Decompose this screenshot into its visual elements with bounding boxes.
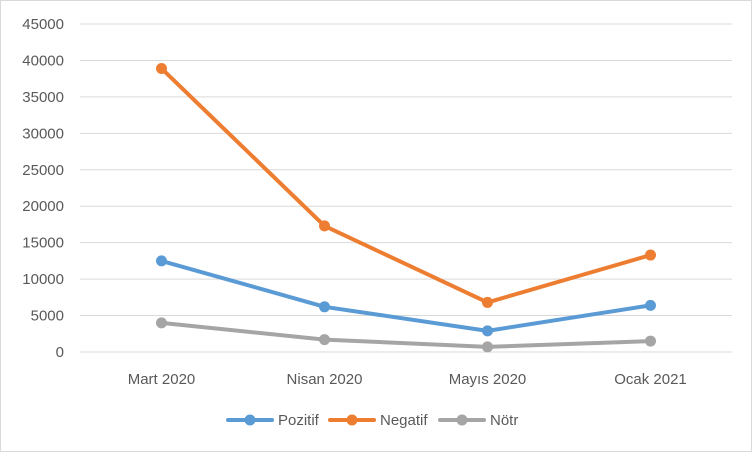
y-tick-label-0: 0 (56, 344, 64, 361)
data-point-1-3 (645, 249, 656, 261)
legend-marker-1 (346, 414, 358, 426)
y-tick-label-7: 35000 (22, 89, 64, 106)
data-point-1-2 (482, 296, 493, 308)
data-point-2-3 (645, 335, 656, 347)
legend-item-0: Pozitif (226, 412, 320, 429)
series-lines (156, 62, 656, 353)
legend-item-1: Negatif (328, 412, 428, 429)
series-line-1 (159, 66, 653, 305)
series-1 (156, 62, 656, 308)
legend-marker-0 (244, 414, 256, 426)
y-tick-label-9: 45000 (22, 16, 64, 33)
legend-label-1: Negatif (380, 412, 428, 429)
x-tick-label-2: Mayıs 2020 (449, 371, 527, 388)
x-tick-label-1: Nisan 2020 (287, 371, 363, 388)
data-point-0-0 (156, 255, 167, 267)
gridlines (80, 23, 732, 353)
y-axis-ticks: 0 5000 10000 15000 20000 25000 30000 35000 40000… (22, 16, 64, 361)
x-tick-label-0: Mart 2020 (128, 371, 196, 388)
data-point-1-1 (319, 220, 330, 232)
series-2 (156, 317, 656, 353)
data-point-1-0 (156, 62, 167, 74)
y-tick-label-1: 5000 (31, 308, 64, 325)
data-point-2-2 (482, 341, 493, 353)
series-line-0 (159, 258, 653, 333)
legend-label-0: Pozitif (278, 412, 320, 429)
legend-marker-2 (456, 414, 468, 426)
data-point-0-2 (482, 325, 493, 337)
y-tick-label-5: 25000 (22, 162, 64, 179)
y-tick-label-3: 15000 (22, 235, 64, 252)
legend-item-2: Nötr (438, 412, 518, 429)
x-axis-ticks: Mart 2020 Nisan 2020 Mayıs 2020 Ocak 2021 (128, 371, 687, 388)
legend: Pozitif Negatif Nötr (226, 412, 518, 429)
data-point-0-3 (645, 299, 656, 311)
y-tick-label-4: 20000 (22, 198, 64, 215)
y-tick-label-8: 40000 (22, 52, 64, 69)
series-0 (156, 255, 656, 337)
y-tick-label-2: 10000 (22, 271, 64, 288)
legend-label-2: Nötr (490, 412, 518, 429)
series-line-2 (159, 320, 653, 349)
data-point-2-0 (156, 317, 167, 329)
data-point-2-1 (319, 334, 330, 346)
x-tick-label-3: Ocak 2021 (614, 371, 687, 388)
y-tick-label-6: 30000 (22, 125, 64, 142)
data-point-0-1 (319, 301, 330, 313)
